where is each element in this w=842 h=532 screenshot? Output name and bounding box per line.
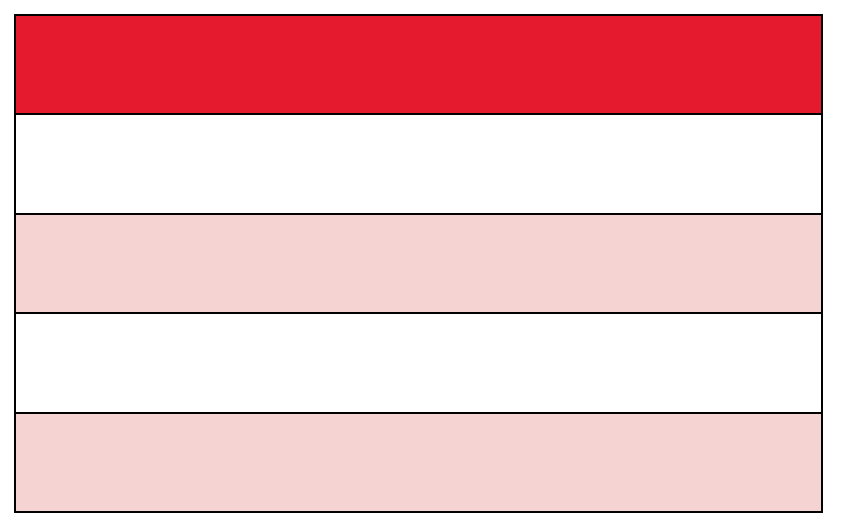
table-row [16, 411, 821, 512]
table-row [16, 212, 821, 313]
table [14, 14, 823, 513]
table-row [16, 113, 821, 213]
table-row [16, 312, 821, 412]
table-header-row [16, 16, 821, 114]
